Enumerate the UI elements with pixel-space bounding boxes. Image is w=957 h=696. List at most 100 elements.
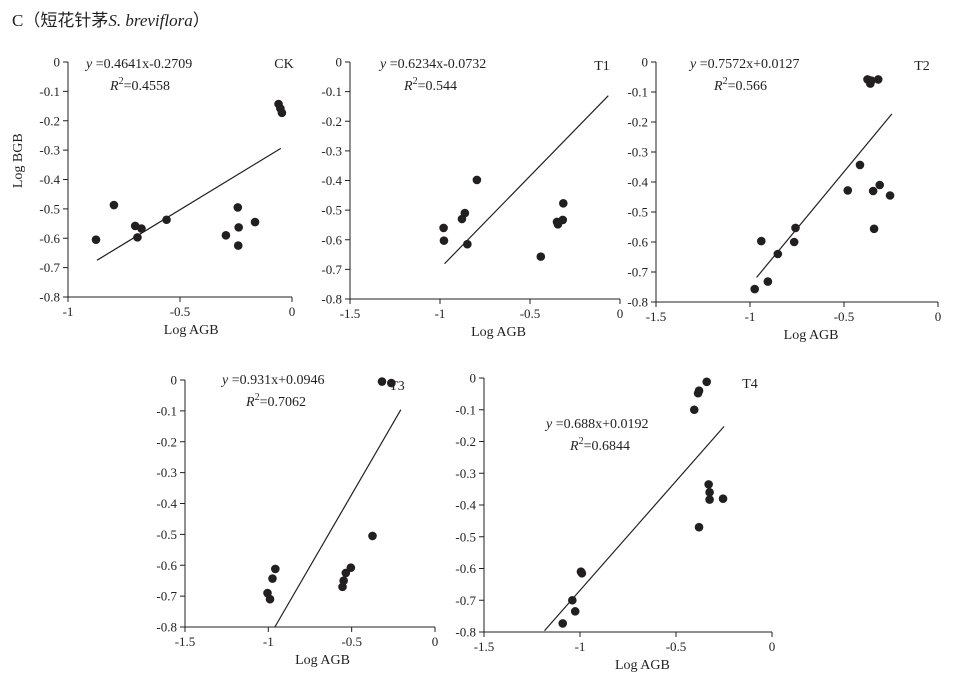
data-point bbox=[843, 186, 853, 195]
data-point bbox=[536, 252, 546, 261]
x-tick-label: -0.5 bbox=[341, 634, 362, 649]
x-tick-label: 0 bbox=[432, 634, 439, 649]
x-axis-label: Log AGB bbox=[164, 323, 219, 338]
panel-label: T2 bbox=[914, 59, 930, 74]
x-tick-label: -0.5 bbox=[834, 309, 855, 324]
y-tick-label: -0.5 bbox=[321, 203, 342, 218]
data-point bbox=[439, 223, 448, 233]
equation-line: y =0.7572x+0.0127 bbox=[688, 57, 800, 72]
data-point bbox=[789, 237, 799, 247]
x-tick-label: -1.5 bbox=[340, 306, 361, 321]
figure-title-species: S. breviflora bbox=[108, 11, 193, 30]
trendline bbox=[96, 147, 282, 261]
y-tick-label: -0.1 bbox=[321, 84, 342, 99]
x-tick-label: -1 bbox=[63, 304, 74, 319]
data-point bbox=[568, 595, 577, 605]
data-point bbox=[791, 223, 800, 233]
y-tick-label: -0.3 bbox=[627, 145, 648, 160]
x-tick-label: -1 bbox=[435, 306, 446, 321]
data-point bbox=[368, 531, 377, 541]
chart-panel-t3: 0 -0.1 -0.2 -0.3 -0.4 -0.5 -0.6 -0.7 -0.8-1.5 -1 -… bbox=[156, 373, 439, 669]
y-tick-label: -0.3 bbox=[455, 466, 476, 481]
data-point bbox=[268, 574, 277, 583]
chart-panel-t2: 0 -0.1 -0.2 -0.3 -0.4 -0.5 -0.6 -0.7 -0.8-1.5 -1 -… bbox=[627, 55, 942, 344]
x-tick-label: -0.5 bbox=[520, 306, 541, 321]
trendline bbox=[274, 409, 402, 628]
x-tick-label: -1.5 bbox=[646, 309, 667, 324]
y-tick-label: -0.6 bbox=[39, 231, 60, 246]
x-tick-label: 0 bbox=[617, 306, 624, 321]
data-point bbox=[694, 386, 704, 395]
panel-label: CK bbox=[274, 57, 293, 72]
data-point bbox=[869, 224, 879, 234]
data-point bbox=[137, 224, 146, 233]
equation-line: y =0.4641x-0.2709 bbox=[84, 57, 192, 72]
data-point bbox=[558, 215, 568, 225]
data-point bbox=[718, 494, 728, 503]
y-tick-label: -0.6 bbox=[156, 558, 177, 573]
data-point bbox=[234, 223, 243, 232]
data-point bbox=[873, 75, 883, 84]
data-point bbox=[705, 495, 714, 504]
y-tick-label: -0.7 bbox=[627, 265, 648, 280]
r-squared-label: R2=0.566 bbox=[713, 76, 767, 94]
y-tick-label: -0.6 bbox=[321, 232, 342, 247]
data-point bbox=[705, 488, 714, 497]
data-point bbox=[855, 160, 865, 170]
x-axis-label: Log AGB bbox=[615, 658, 670, 673]
data-point bbox=[577, 568, 587, 578]
data-point bbox=[868, 186, 878, 196]
x-tick-label: 0 bbox=[769, 639, 776, 654]
data-point bbox=[439, 236, 449, 245]
y-tick-label: -0.1 bbox=[156, 403, 177, 418]
data-point bbox=[689, 405, 699, 415]
x-tick-label: 0 bbox=[289, 304, 296, 319]
data-point bbox=[763, 277, 773, 286]
data-point bbox=[91, 235, 101, 245]
data-point bbox=[460, 208, 470, 218]
data-point bbox=[756, 236, 766, 246]
data-point bbox=[885, 191, 895, 200]
data-point bbox=[570, 607, 580, 616]
chart-panel-ck: 0 -0.1 -0.2 -0.3 -0.4 -0.5 -0.6 -0.7 -0.8-1 -0.5 0… bbox=[11, 55, 296, 339]
data-point bbox=[472, 175, 482, 185]
y-tick-label: -0.7 bbox=[156, 589, 177, 604]
data-point bbox=[221, 231, 231, 240]
data-point bbox=[377, 377, 387, 386]
data-point bbox=[875, 180, 885, 190]
data-point bbox=[271, 564, 280, 574]
y-tick-label: -0.2 bbox=[39, 113, 60, 128]
data-point bbox=[704, 480, 713, 489]
y-tick-label: -0.8 bbox=[156, 620, 177, 635]
data-point bbox=[265, 594, 275, 604]
figure-title-suffix: ） bbox=[192, 11, 210, 30]
x-tick-label: -1 bbox=[745, 309, 756, 324]
y-tick-label: -0.4 bbox=[321, 173, 342, 188]
y-tick-label: -0.1 bbox=[39, 84, 60, 99]
data-point bbox=[694, 522, 704, 532]
x-tick-label: -0.5 bbox=[666, 639, 687, 654]
x-tick-label: 0 bbox=[935, 309, 942, 324]
x-tick-label: -1 bbox=[263, 634, 274, 649]
y-tick-label: -0.2 bbox=[455, 434, 476, 449]
y-tick-label: -0.2 bbox=[156, 434, 177, 449]
y-tick-label: -0.3 bbox=[39, 143, 60, 158]
y-tick-label: -0.1 bbox=[627, 85, 648, 100]
y-tick-label: -0.6 bbox=[627, 235, 648, 250]
y-axis-label: Log BGB bbox=[11, 133, 26, 188]
y-tick-label: -0.5 bbox=[627, 205, 648, 220]
data-point bbox=[866, 76, 876, 85]
y-tick-label: -0.8 bbox=[39, 290, 60, 305]
y-tick-label: -0.7 bbox=[321, 262, 342, 277]
data-point bbox=[558, 619, 568, 628]
y-tick-label: -0.5 bbox=[156, 527, 177, 542]
r-squared-label: R2=0.4558 bbox=[109, 76, 170, 94]
y-tick-label: -0.6 bbox=[455, 561, 476, 576]
data-point bbox=[463, 239, 472, 249]
y-tick-label: 0 bbox=[54, 55, 61, 70]
chart-panel-t4: 0 -0.1 -0.2 -0.3 -0.4 -0.5 -0.6 -0.7 -0.8-1.5 -1 -… bbox=[455, 371, 776, 674]
data-point bbox=[233, 241, 243, 250]
data-point bbox=[559, 199, 568, 208]
y-tick-label: -0.5 bbox=[39, 201, 60, 216]
equation-line: y =0.6234x-0.0732 bbox=[378, 57, 486, 72]
